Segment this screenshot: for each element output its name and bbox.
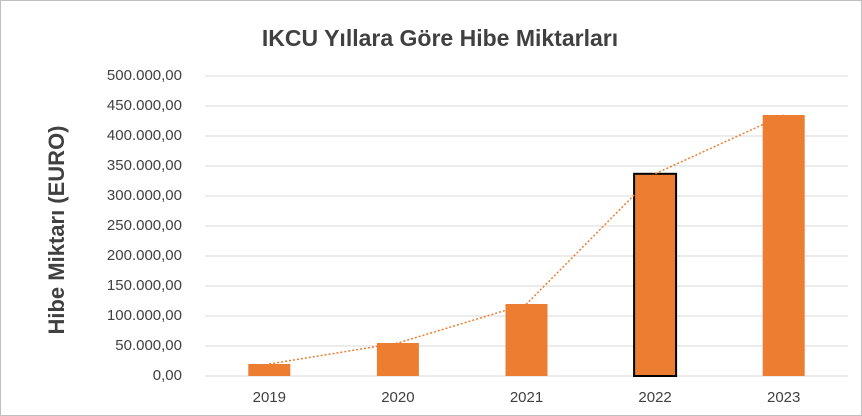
y-axis-label: Hibe Miktarı (EURO) [44,125,69,334]
x-tick-label: 2022 [638,389,671,406]
y-tick-label: 150.000,00 [107,277,182,294]
x-tick-label: 2019 [253,389,286,406]
x-tick-label: 2021 [510,389,543,406]
x-tick-label: 2020 [381,389,414,406]
y-tick-label: 200.000,00 [107,247,182,264]
y-tick-label: 450.000,00 [107,97,182,114]
bar [248,364,291,376]
bar [633,172,678,377]
y-tick-label: 100.000,00 [107,307,182,324]
y-tick-label: 350.000,00 [107,157,182,174]
y-tick-label: 400.000,00 [107,127,182,144]
chart-title: IKCU Yıllara Göre Hibe Miktarları [262,25,618,51]
bar [505,304,548,376]
y-tick-label: 0,00 [153,367,182,384]
trend-line [269,114,785,365]
y-tick-label: 250.000,00 [107,217,182,234]
y-tick-label: 300.000,00 [107,187,182,204]
x-tick-label: 2023 [767,389,800,406]
bar [376,343,419,376]
y-tick-label: 50.000,00 [115,337,182,354]
bar [762,115,805,376]
y-tick-label: 500.000,00 [107,67,182,84]
